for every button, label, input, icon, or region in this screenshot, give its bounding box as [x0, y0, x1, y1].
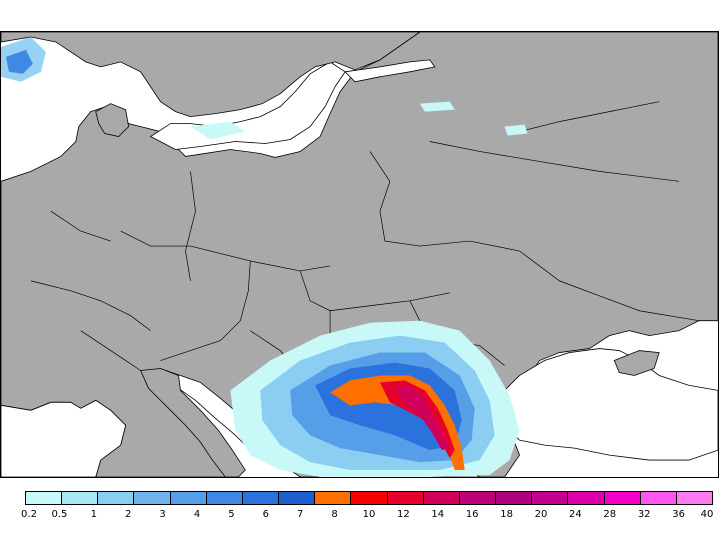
- legend-swatch: [496, 492, 533, 504]
- legend-swatch: [26, 492, 63, 504]
- legend-swatch: [62, 492, 99, 504]
- precipitation-fields: [1, 36, 528, 477]
- legend-tick-label: 0.2: [21, 509, 37, 520]
- legend-swatch: [98, 492, 135, 504]
- legend-tick-label: 7: [297, 509, 304, 520]
- legend-swatch: [604, 492, 641, 504]
- map-canvas: [1, 32, 718, 477]
- legend-tick-label: 2: [125, 509, 132, 520]
- legend-tick-label: 0.5: [51, 509, 68, 520]
- legend-swatch: [387, 492, 424, 504]
- legend-swatch: [315, 492, 352, 504]
- precip-baltic-light: [190, 121, 246, 140]
- legend-swatch: [640, 492, 677, 504]
- legend-tick-label: 10: [362, 509, 376, 520]
- legend-swatch: [532, 492, 569, 504]
- mediterranean-sea: [1, 399, 127, 477]
- legend-swatch: [242, 492, 280, 504]
- legend-tick-label: 18: [500, 509, 513, 520]
- legend-tick-label: 32: [637, 509, 651, 520]
- legend-swatch: [676, 492, 712, 504]
- legend-swatch: [568, 492, 605, 504]
- denmark: [95, 103, 130, 137]
- black-sea: [499, 348, 718, 461]
- crimea: [613, 350, 660, 376]
- legend-tick-label: 12: [397, 509, 410, 520]
- precip-north-light: [419, 101, 455, 112]
- legend-color-bar: [25, 491, 713, 505]
- legend-swatch: [170, 492, 207, 504]
- legend-swatch: [351, 492, 388, 504]
- legend-tick-label: 28: [603, 509, 617, 520]
- legend-tick-label: 6: [262, 509, 269, 520]
- precipitation-legend: 0.2 0.5 1 2 3 4 5 6 7 8 10 12 14 16 18 20 24 28 32 36 40: [21, 491, 714, 533]
- precip-medium-west: [5, 49, 33, 74]
- scandinavia: [1, 32, 421, 118]
- legend-tick-label: 8: [331, 509, 338, 520]
- italy: [140, 368, 246, 477]
- legend-tick-label: 16: [465, 509, 479, 520]
- precip-magenta-core: [394, 386, 450, 451]
- legend-swatch: [279, 492, 316, 504]
- legend-tick-label: 4: [193, 509, 201, 520]
- legend-tick-label: 1: [90, 509, 97, 520]
- precip-red-band: [379, 380, 455, 459]
- precip-north-light-2: [504, 124, 528, 136]
- legend-tick-label: 14: [431, 509, 445, 520]
- legend-tick-label: 5: [228, 509, 235, 520]
- legend-tick-label: 36: [672, 509, 685, 520]
- precipitation-map: [0, 31, 719, 478]
- legend-tick-label: 20: [534, 509, 548, 520]
- legend-swatch: [134, 492, 171, 504]
- gulf-of-finland: [344, 59, 436, 83]
- legend-tick-label: 3: [159, 509, 166, 520]
- legend-tick-label: 40: [700, 509, 714, 520]
- legend-swatch: [423, 492, 460, 504]
- legend-swatch: [206, 492, 243, 504]
- legend-swatch: [459, 492, 497, 504]
- legend-tick-label: 24: [569, 509, 582, 520]
- legend-labels: 0.2 0.5 1 2 3 4 5 6 7 8 10 12 14 16 18 20 24 28 32 36 40: [21, 509, 714, 525]
